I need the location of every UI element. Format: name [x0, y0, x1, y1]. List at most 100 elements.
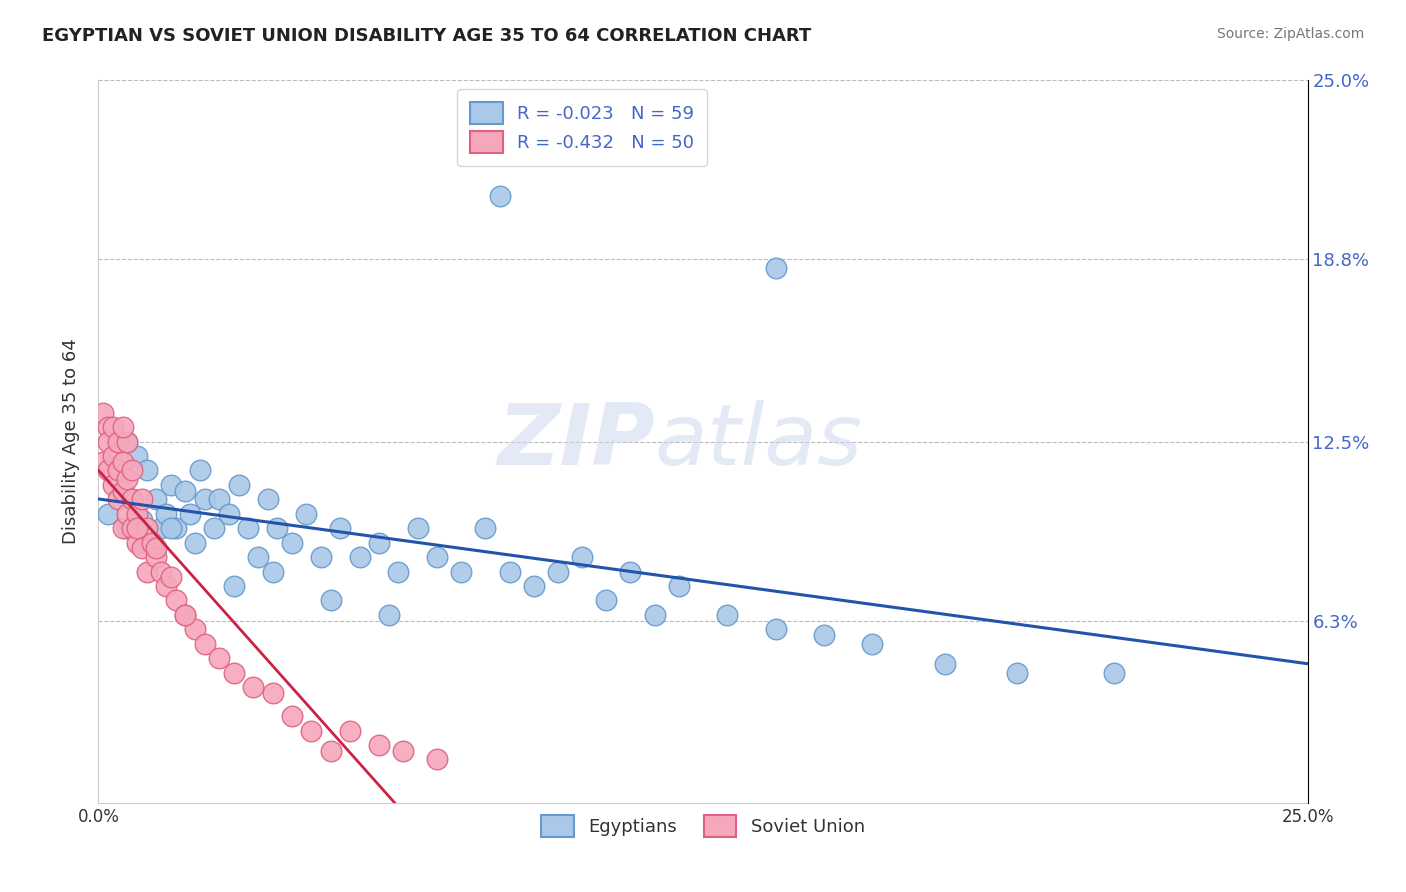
Point: [426, 550, 449, 565]
Point: [184, 535, 207, 549]
Point: [450, 565, 472, 579]
Point: [319, 593, 342, 607]
Point: [160, 521, 183, 535]
Text: ZIP: ZIP: [496, 400, 655, 483]
Point: [111, 483, 134, 498]
Point: [218, 507, 240, 521]
Point: [174, 483, 197, 498]
Point: [489, 189, 512, 203]
Point: [121, 521, 143, 535]
Point: [1007, 665, 1029, 680]
Point: [111, 455, 134, 469]
Point: [571, 550, 593, 565]
Point: [392, 744, 415, 758]
Point: [165, 521, 187, 535]
Point: [238, 521, 260, 535]
Point: [262, 565, 284, 579]
Point: [117, 521, 139, 535]
Point: [111, 420, 134, 434]
Point: [368, 535, 391, 549]
Legend: Egyptians, Soviet Union: Egyptians, Soviet Union: [534, 808, 872, 845]
Point: [107, 434, 129, 449]
Point: [91, 455, 114, 469]
Point: [281, 535, 304, 549]
Point: [208, 651, 231, 665]
Point: [127, 507, 149, 521]
Point: [204, 521, 226, 535]
Point: [97, 420, 120, 434]
Text: atlas: atlas: [655, 400, 863, 483]
Point: [117, 507, 139, 521]
Point: [860, 637, 883, 651]
Point: [141, 535, 163, 549]
Point: [1102, 665, 1125, 680]
Point: [107, 463, 129, 477]
Point: [131, 541, 153, 556]
Point: [174, 607, 197, 622]
Point: [145, 492, 167, 507]
Point: [813, 628, 835, 642]
Point: [117, 472, 139, 486]
Point: [222, 579, 245, 593]
Point: [228, 478, 250, 492]
Point: [97, 463, 120, 477]
Point: [247, 550, 270, 565]
Point: [165, 593, 187, 607]
Point: [547, 565, 569, 579]
Point: [121, 492, 143, 507]
Point: [188, 463, 211, 477]
Point: [256, 492, 278, 507]
Point: [127, 535, 149, 549]
Point: [127, 449, 149, 463]
Point: [934, 657, 956, 671]
Point: [194, 492, 217, 507]
Text: Source: ZipAtlas.com: Source: ZipAtlas.com: [1216, 27, 1364, 41]
Point: [619, 565, 641, 579]
Point: [141, 535, 163, 549]
Point: [121, 492, 143, 507]
Point: [339, 723, 361, 738]
Point: [155, 579, 177, 593]
Point: [91, 406, 114, 420]
Point: [97, 434, 120, 449]
Point: [426, 752, 449, 766]
Point: [107, 463, 129, 477]
Point: [498, 565, 520, 579]
Point: [145, 550, 167, 565]
Point: [222, 665, 245, 680]
Point: [349, 550, 371, 565]
Point: [111, 521, 134, 535]
Point: [184, 623, 207, 637]
Point: [117, 434, 139, 449]
Point: [101, 420, 124, 434]
Point: [242, 680, 264, 694]
Point: [131, 512, 153, 526]
Point: [135, 565, 157, 579]
Point: [295, 507, 318, 521]
Point: [194, 637, 217, 651]
Point: [145, 541, 167, 556]
Text: EGYPTIAN VS SOVIET UNION DISABILITY AGE 35 TO 64 CORRELATION CHART: EGYPTIAN VS SOVIET UNION DISABILITY AGE …: [42, 27, 811, 45]
Point: [266, 521, 288, 535]
Point: [135, 521, 157, 535]
Point: [319, 744, 342, 758]
Point: [208, 492, 231, 507]
Point: [329, 521, 352, 535]
Point: [765, 261, 787, 276]
Point: [135, 535, 157, 549]
Point: [523, 579, 546, 593]
Point: [101, 478, 124, 492]
Point: [155, 507, 177, 521]
Point: [309, 550, 332, 565]
Point: [387, 565, 409, 579]
Point: [299, 723, 322, 738]
Point: [668, 579, 690, 593]
Point: [644, 607, 666, 622]
Point: [97, 507, 120, 521]
Point: [179, 507, 201, 521]
Point: [765, 623, 787, 637]
Point: [135, 463, 157, 477]
Point: [368, 738, 391, 752]
Point: [595, 593, 617, 607]
Point: [377, 607, 399, 622]
